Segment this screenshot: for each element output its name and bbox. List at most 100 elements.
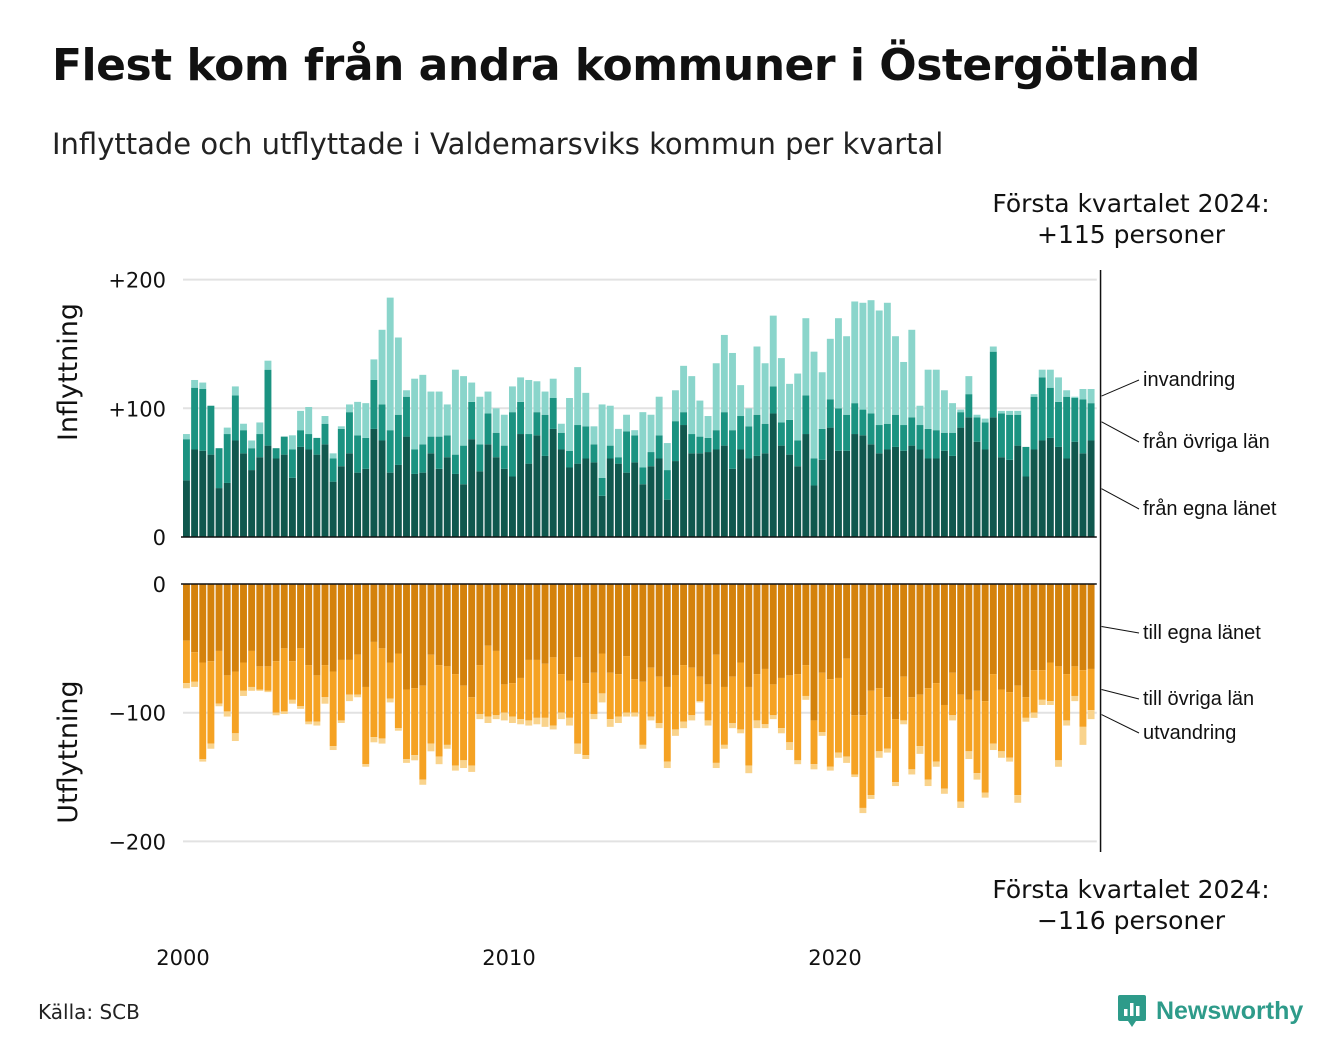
bar-in-s0-q55 [631,462,639,537]
bar-in-s0-q84 [867,444,875,537]
bar-out-s0-q102 [1014,584,1022,686]
bar-out-s1-q17 [321,665,329,698]
bar-in-s1-q32 [443,435,451,458]
bar-in-s1-q28 [411,449,419,474]
bar-in-s2-q50 [590,426,598,445]
bar-out-s2-q106 [1046,701,1054,705]
bar-in-s0-q92 [932,458,940,537]
bar-out-s1-q85 [875,688,883,752]
bar-out-s1-q95 [957,694,965,802]
bar-out-s1-q14 [297,648,304,707]
bar-in-s0-q33 [451,473,459,537]
bar-out-s2-q38 [492,715,500,720]
bar-in-s2-q68 [737,385,745,417]
bar-out-s1-q103 [1022,697,1030,718]
bar-out-s1-q63 [696,676,704,702]
bar-in-s0-q88 [900,450,908,537]
bar-in-s0-q75 [794,466,802,537]
bar-in-s0-q89 [908,445,916,537]
series-label: invandring [1143,369,1235,391]
bar-in-s1-q85 [875,425,883,454]
bar-in-s2-q0 [183,434,190,440]
bar-in-s2-q99 [989,346,997,352]
bar-out-s0-q23 [370,584,378,642]
bar-out-s2-q85 [875,751,883,758]
bar-out-s0-q53 [614,584,622,675]
series-label: till övriga län [1143,688,1254,710]
bar-in-s1-q107 [1055,401,1062,447]
bar-in-s2-q69 [745,408,753,427]
bar-out-s2-q13 [288,699,296,704]
bar-in-s2-q97 [973,414,981,418]
bar-in-s2-q13 [288,435,296,450]
bar-in-s1-q86 [883,423,891,450]
bar-in-s0-q64 [704,452,712,537]
bar-in-s1-q4 [215,448,223,489]
bar-in-s2-q73 [777,358,785,423]
bar-in-s0-q4 [215,488,223,537]
bar-in-s1-q89 [908,417,916,446]
bar-out-s0-q96 [965,584,973,700]
bar-out-s0-q64 [704,584,712,685]
bar-in-s0-q74 [786,454,793,537]
bar-in-s1-q111 [1087,403,1095,441]
bar-in-s0-q99 [989,417,997,537]
bar-out-s2-q61 [680,721,688,729]
bar-out-s2-q11 [272,712,280,716]
bar-in-s0-q16 [313,454,321,537]
bar-out-s1-q82 [851,715,859,775]
bar-out-s0-q93 [940,584,948,705]
bar-in-s0-q5 [223,482,231,537]
bar-in-s2-q10 [264,360,272,370]
bar-in-s0-q43 [533,435,541,537]
bar-out-s2-q97 [973,773,981,780]
bar-out-s0-q110 [1079,584,1087,671]
bar-out-s2-q23 [370,737,378,743]
bar-in-s1-q82 [851,403,859,435]
bar-in-s2-q31 [435,391,443,437]
bar-in-s2-q34 [460,376,467,446]
bar-out-s2-q92 [932,761,940,767]
bar-out-s2-q22 [362,764,370,767]
bar-in-s1-q50 [590,444,598,463]
bar-in-s1-q15 [305,434,313,450]
bar-in-s2-q40 [509,386,516,413]
bar-in-s2-q90 [916,405,924,426]
bar-in-s1-q65 [712,430,720,450]
bar-out-s1-q78 [818,672,826,732]
bar-in-s2-q38 [492,408,500,433]
bar-out-s0-q32 [443,584,451,667]
bar-out-s1-q24 [378,648,386,739]
bar-in-s0-q47 [566,467,573,537]
bar-out-s2-q39 [500,712,508,721]
bar-out-s0-q85 [875,584,883,689]
bar-in-s1-q74 [786,419,793,455]
bar-out-s0-q65 [712,584,720,655]
series-label: till egna länet [1143,622,1261,644]
bar-out-s0-q66 [720,584,728,687]
bar-in-s0-q25 [386,472,394,537]
bar-in-s0-q29 [419,472,427,537]
bar-in-s1-q105 [1038,377,1046,441]
bar-in-s0-q109 [1071,441,1079,537]
bar-in-s0-q48 [574,463,582,537]
bar-out-s0-q83 [859,584,867,716]
bar-out-s2-q60 [672,729,679,736]
bar-out-s0-q88 [900,584,908,677]
bar-out-s1-q50 [590,672,598,714]
bar-out-s1-q70 [753,674,761,721]
brand-logo[interactable]: Newsworthy [1117,993,1303,1029]
bar-out-s0-q4 [215,584,223,651]
x-tick-label: 2010 [482,946,535,970]
bar-out-s0-q76 [802,584,810,666]
bar-in-s1-q51 [598,477,606,496]
bar-out-s2-q33 [451,765,459,771]
bar-in-s0-q21 [354,472,362,537]
bar-in-s2-q57 [647,414,655,453]
bar-in-s0-q30 [427,453,435,537]
bar-out-s1-q65 [712,654,720,763]
bar-in-s1-q8 [248,448,256,471]
bar-in-s1-q49 [582,426,590,459]
bar-out-s0-q11 [272,584,280,662]
bar-in-s2-q23 [370,359,378,380]
